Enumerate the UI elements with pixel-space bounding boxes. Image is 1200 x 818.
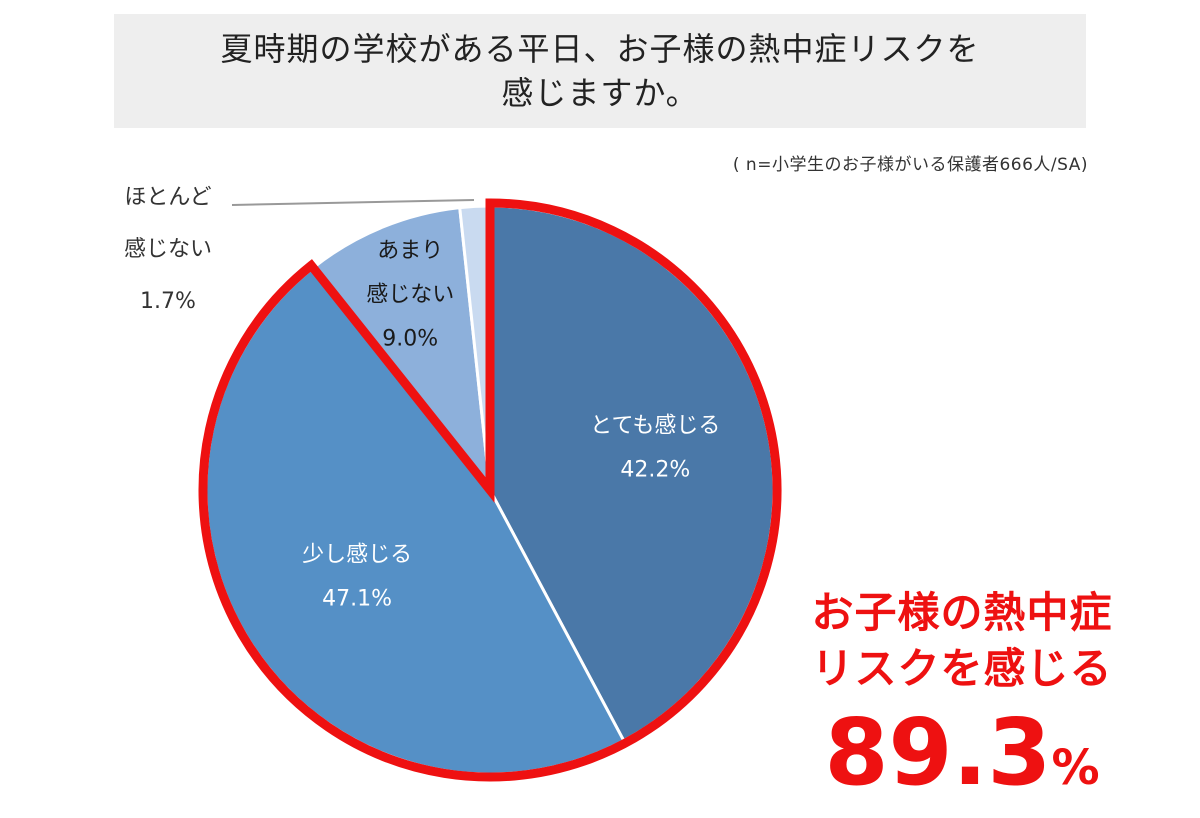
chart-title-line-1: 夏時期の学校がある平日、お子様の熱中症リスクを: [220, 30, 980, 68]
leader-line: [231, 199, 475, 206]
outside-label-value: 1.7%: [140, 289, 196, 314]
slice-name-label-1: 少し感じる: [302, 542, 412, 567]
outside-slice-label: ほとんど 感じない 1.7%: [108, 172, 228, 328]
callout-line-1: お子様の熱中症: [811, 588, 1113, 637]
sample-note: ( n=小学生のお子様がいる保護者666人/SA): [732, 155, 1088, 175]
slice-value-label-2: 9.0%: [382, 327, 438, 352]
callout-unit: %: [1051, 740, 1100, 796]
slice-name-label-2: あまり: [377, 239, 443, 264]
chart-title-line-2: 感じますか。: [501, 74, 699, 112]
slice-name-label-0: とても感じる: [590, 414, 720, 439]
slice-value-label-0: 42.2%: [620, 458, 690, 483]
pie-slice-2: [311, 205, 493, 495]
chart-title-box: 夏時期の学校がある平日、お子様の熱中症リスクを 感じますか。: [114, 14, 1086, 128]
callout-number: 89.3: [824, 699, 1052, 806]
slice-name-label-2: 感じない: [366, 283, 454, 308]
callout-line-2: リスクを感じる: [811, 644, 1113, 693]
highlight-outline: [198, 198, 782, 782]
callout-figure: 89.3%: [792, 703, 1132, 818]
pie-highlight: [198, 198, 782, 782]
outside-label-line-2: 感じない: [123, 237, 212, 262]
outside-label-line-1: ほとんど: [124, 185, 212, 210]
slice-value-label-1: 47.1%: [322, 586, 392, 611]
callout: お子様の熱中症 リスクを感じる 89.3%: [792, 585, 1132, 818]
